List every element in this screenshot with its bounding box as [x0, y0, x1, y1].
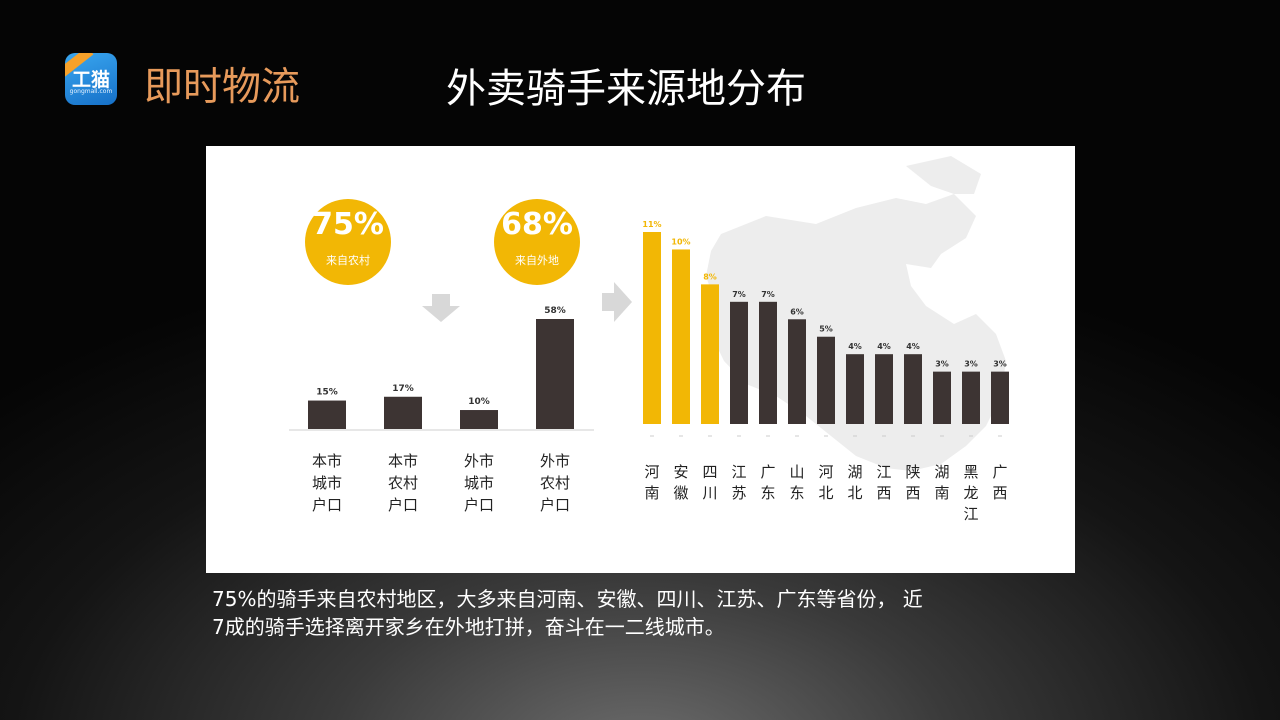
category-label: 外市: [540, 452, 570, 470]
category-label: 湖: [934, 463, 949, 481]
category-label: 江: [731, 463, 746, 481]
bar: [788, 319, 806, 424]
category-label: 徽: [673, 484, 688, 502]
bar: [643, 232, 661, 424]
category-label: 安: [673, 463, 688, 481]
stat-circle-nonlocal: 68% 来自外地: [494, 199, 580, 285]
category-label: 城市: [312, 474, 342, 492]
brand-name: 即时物流: [144, 65, 301, 110]
stat-value: 75%: [312, 207, 384, 242]
data-label: 4%: [848, 342, 862, 351]
data-label: 3%: [964, 360, 978, 369]
bar: [308, 400, 346, 429]
category-label: 户口: [312, 496, 342, 514]
bar: [730, 301, 748, 424]
province-bar-chart: 11%河南10%安徽8%四川7%江苏7%广东6%山东5%河北4%湖北4%江西4%…: [642, 220, 1009, 523]
data-label: 7%: [732, 290, 746, 299]
category-label: 城市: [464, 474, 494, 492]
bar: [460, 410, 498, 429]
category-label: 山: [789, 463, 804, 481]
category-label: 户口: [540, 496, 570, 514]
caption: 75%的骑手来自农村地区，大多来自河南、安徽、四川、江苏、广东等省份， 近 7成…: [212, 585, 1072, 641]
stat-circle-rural: 75% 来自农村: [305, 199, 391, 285]
stat-label: 来自农村: [326, 253, 370, 267]
flow-arrows: [422, 282, 632, 322]
data-label: 11%: [642, 220, 661, 229]
category-label: 本市: [312, 452, 342, 470]
category-label: 川: [702, 484, 717, 502]
data-label: 8%: [703, 272, 717, 281]
category-label: 南: [644, 484, 659, 502]
category-label: 农村: [540, 474, 570, 492]
bar: [933, 371, 951, 424]
app-logo: 工猫 gongmall.com: [65, 53, 117, 105]
caption-line-1: 75%的骑手来自农村地区，大多来自河南、安徽、四川、江苏、广东等省份， 近: [212, 587, 923, 611]
data-label: 4%: [906, 342, 920, 351]
category-label: 西: [905, 484, 920, 502]
china-map-silhouette: [706, 156, 1006, 471]
bar: [817, 336, 835, 424]
data-label: 15%: [316, 388, 338, 398]
category-label: 东: [789, 484, 804, 502]
category-label: 江: [963, 505, 978, 523]
data-label: 10%: [468, 397, 490, 407]
infographic-panel: 75% 来自农村 68% 来自外地 15% 本市城市户口 17% 本市农村户口 10% 外…: [206, 146, 1075, 573]
logo-subtext: gongmall.com: [69, 88, 113, 95]
category-label: 户口: [464, 496, 494, 514]
logo-text: 工猫: [71, 69, 110, 91]
data-label: 3%: [935, 360, 949, 369]
data-label: 6%: [790, 307, 804, 316]
category-label: 湖: [847, 463, 862, 481]
category-label: 外市: [464, 452, 494, 470]
category-label: 河: [818, 463, 833, 481]
bar: [875, 354, 893, 424]
data-label: 4%: [877, 342, 891, 351]
data-label: 7%: [761, 290, 775, 299]
category-label: 南: [934, 484, 949, 502]
category-label: 西: [992, 484, 1007, 502]
category-label: 北: [818, 484, 833, 502]
category-label: 江: [876, 463, 891, 481]
data-label: 17%: [392, 384, 414, 394]
category-label: 农村: [388, 474, 418, 492]
caption-line-2: 7成的骑手选择离开家乡在外地打拼，奋斗在一二线城市。: [212, 615, 725, 639]
category-label: 河: [644, 463, 659, 481]
category-label: 本市: [388, 452, 418, 470]
category-label: 广: [760, 463, 775, 481]
right-arrow-icon: [602, 282, 632, 322]
category-label: 四: [702, 463, 717, 481]
bar: [846, 354, 864, 424]
bar: [672, 249, 690, 424]
data-label: 58%: [544, 306, 566, 316]
category-label: 陕: [905, 463, 920, 481]
category-label: 北: [847, 484, 862, 502]
bar: [991, 371, 1009, 424]
data-label: 5%: [819, 325, 833, 334]
stat-value: 68%: [501, 207, 573, 242]
category-label: 东: [760, 484, 775, 502]
bar: [701, 284, 719, 424]
category-label: 西: [876, 484, 891, 502]
bar: [962, 371, 980, 424]
stat-label: 来自外地: [515, 254, 559, 267]
data-label: 3%: [993, 360, 1007, 369]
category-label: 广: [992, 463, 1007, 481]
category-label: 苏: [731, 484, 746, 502]
data-label: 10%: [671, 237, 690, 246]
bar: [759, 301, 777, 424]
category-label: 户口: [388, 496, 418, 514]
category-label: 龙: [963, 484, 978, 502]
bar: [384, 396, 422, 429]
bar: [904, 354, 922, 424]
bar: [536, 319, 574, 429]
page-title: 外卖骑手来源地分布: [446, 66, 806, 112]
down-arrow-icon: [422, 294, 460, 322]
category-label: 黑: [963, 463, 978, 481]
